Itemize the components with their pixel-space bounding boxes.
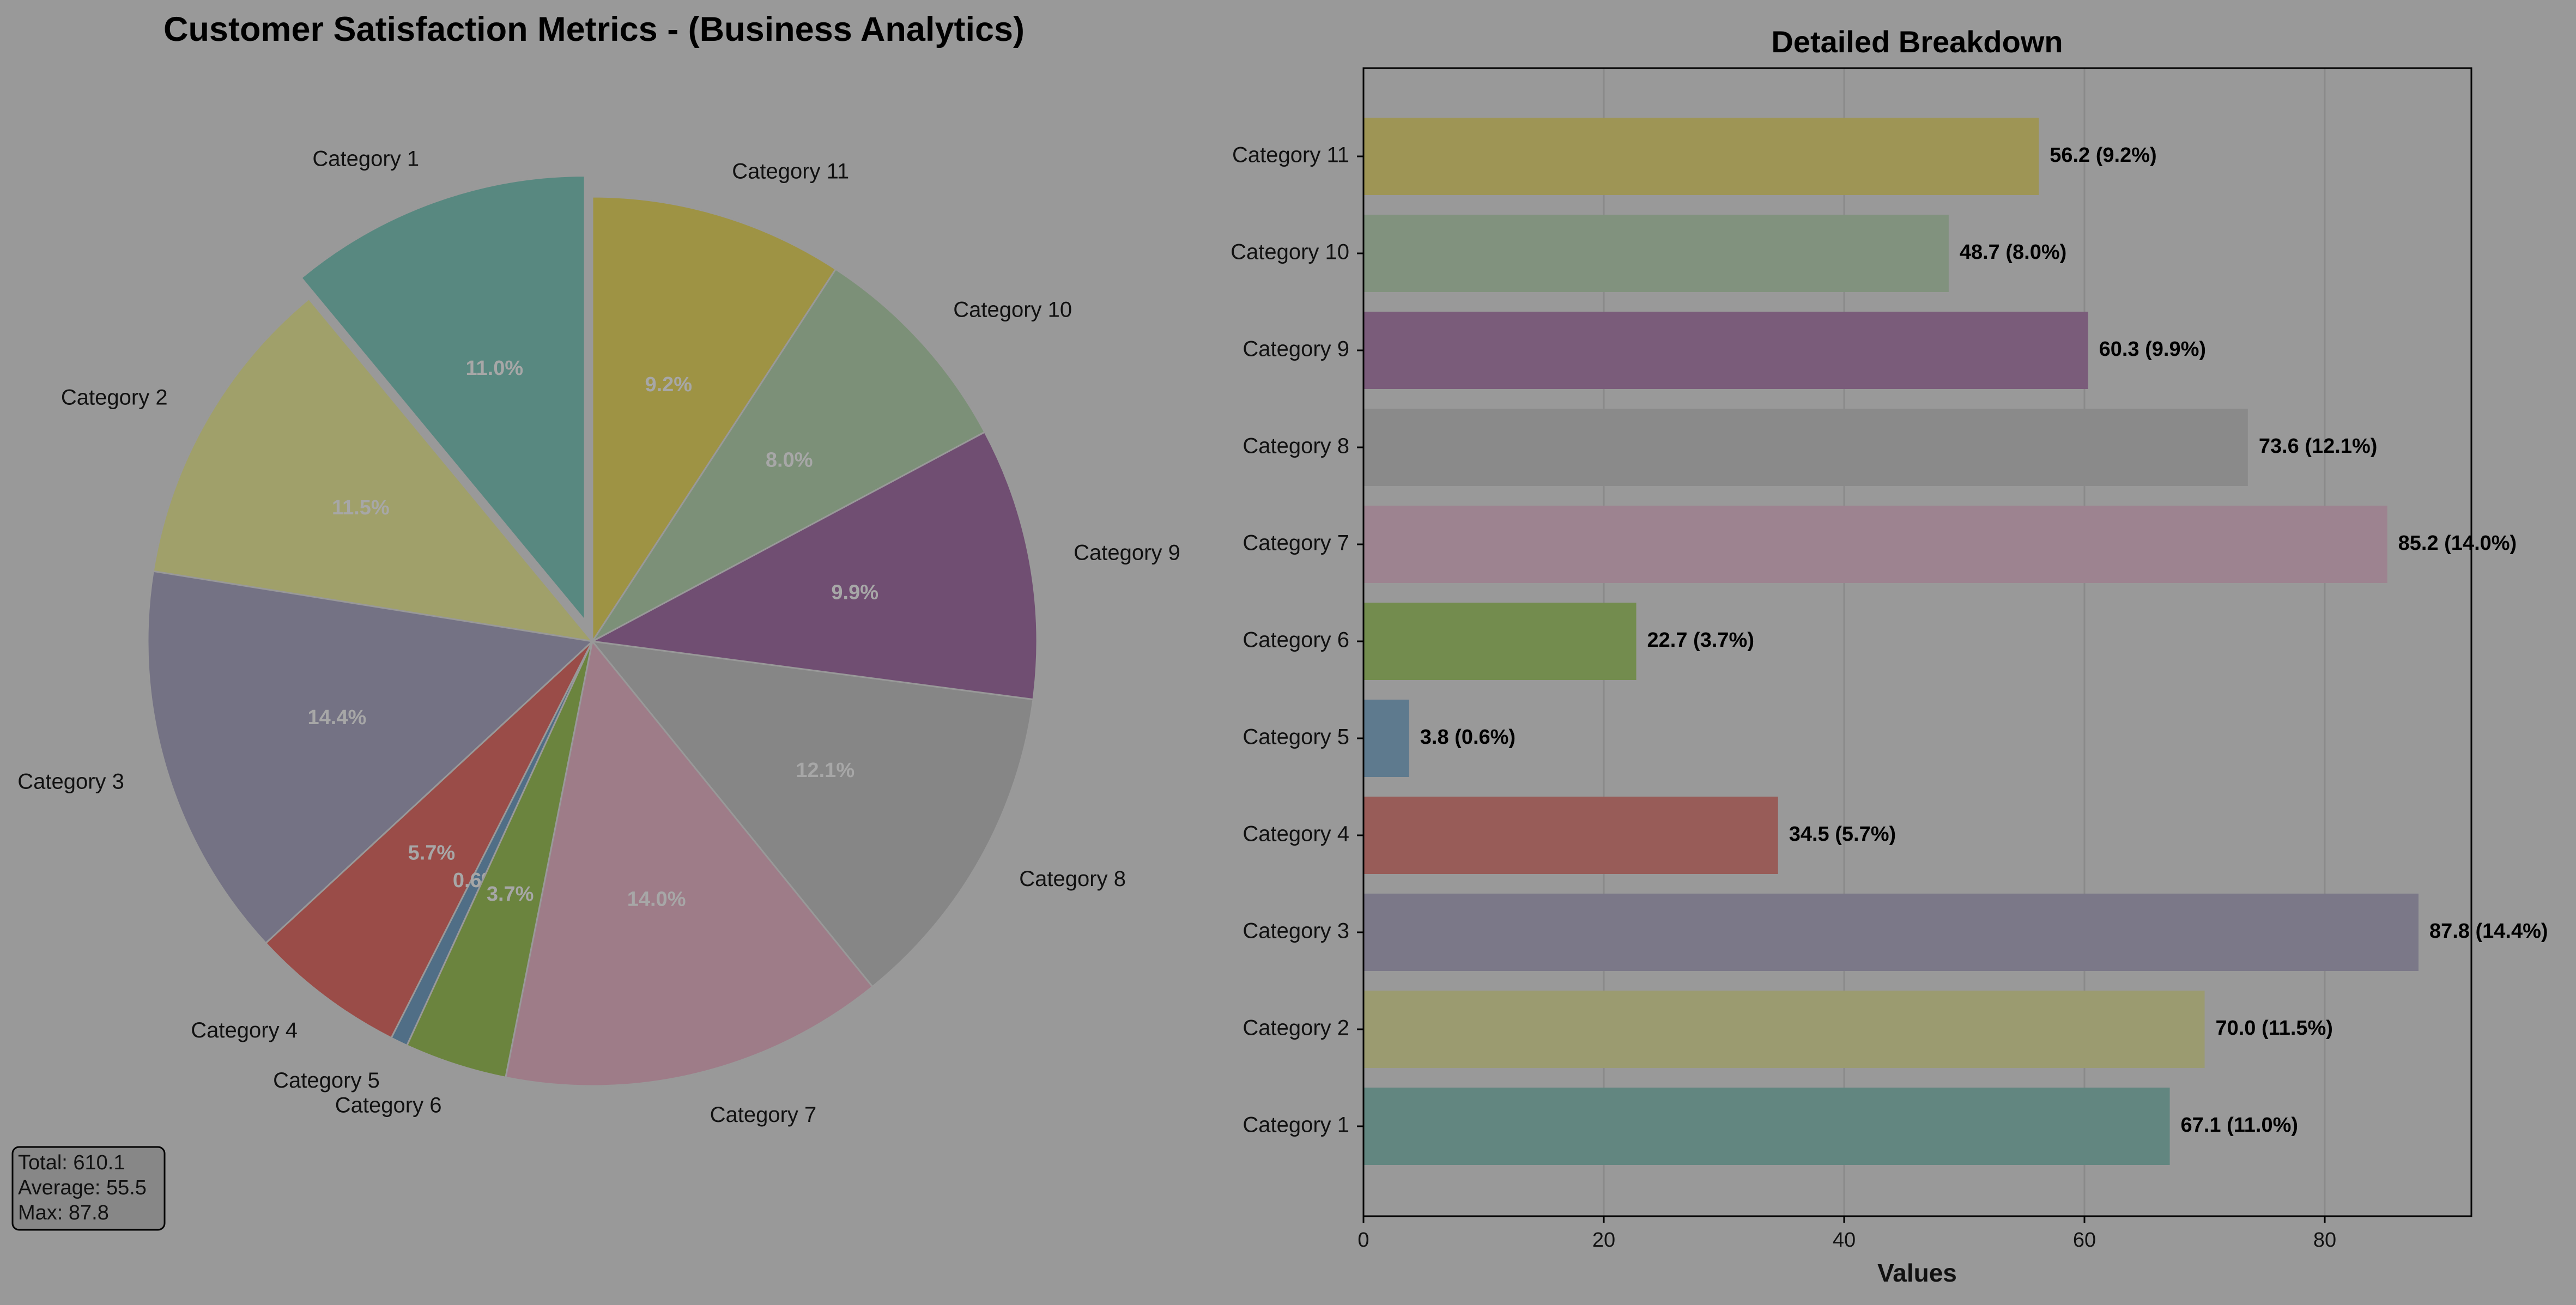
y-tick-label-category-6: Category 6 [1242,628,1349,652]
bar-category-10 [1363,215,1949,292]
pie-slice-category-7 [505,639,874,1087]
bar-value-label-category-1: 67.1 (11.0%) [2181,1114,2298,1137]
pie-label-category-7: Category 7 [710,1103,817,1127]
pie-label-category-1: Category 1 [312,147,419,171]
bar-axis: 0 20 40 60 80 Category 1 Category 2 Category 3 C… [1231,143,2336,1252]
pie-percent-category-3: 14.4% [308,706,367,729]
pie-label-category-2: Category 2 [61,385,168,409]
bar-value-label-category-2: 70.0 (11.5%) [2215,1017,2332,1040]
stats-average: Average: 55.5 [18,1176,147,1199]
pie-label-category-5: Category 5 [273,1069,380,1092]
bar-value-label-category-5: 3.8 (0.6%) [1420,726,1516,749]
bar-category-1 [1363,1088,2170,1165]
x-axis-title: Values [1877,1259,1957,1287]
pie-percent-category-2: 11.5% [332,496,390,519]
bar-value-label-category-9: 60.3 (9.9%) [2099,338,2206,361]
x-tick-label-20: 20 [1592,1229,1615,1252]
pie-chart: Category 1 11.0% Category 2 11.5% Category 3… [17,147,1180,1127]
pie-percent-category-6: 3.7% [487,883,534,906]
bar-category-9 [1363,312,2088,389]
pie-percent-category-8: 12.1% [796,759,854,782]
bar-value-label-category-3: 87.8 (14.4%) [2429,920,2548,943]
pie-percent-category-11: 9.2% [645,373,692,396]
y-tick-label-category-9: Category 9 [1242,337,1349,361]
x-tick-label-40: 40 [1833,1229,1856,1252]
pie-percent-category-4: 5.7% [408,842,456,865]
bar-category-8 [1363,409,2248,486]
bar-value-label-category-10: 48.7 (8.0%) [1960,241,2066,264]
pie-label-category-6: Category 6 [335,1094,442,1118]
pie-slice-category-8 [590,640,1034,988]
pie-slice-category-10 [591,268,986,642]
y-tick-label-category-2: Category 2 [1242,1016,1349,1040]
y-tick-label-category-7: Category 7 [1242,531,1349,555]
bar-category-7 [1363,506,2387,583]
bar-value-label-category-4: 34.5 (5.7%) [1789,823,1896,846]
pie-label-category-10: Category 10 [953,298,1072,322]
bar-value-label-category-6: 22.7 (3.7%) [1647,629,1754,652]
pie-percent-category-1: 11.0% [465,357,523,380]
pie-label-category-8: Category 8 [1019,867,1126,891]
pie-chart-title: Customer Satisfaction Metrics - (Busines… [163,10,1025,48]
pie-label-category-11: Category 11 [732,159,849,183]
pie-label-category-4: Category 4 [191,1018,298,1042]
y-tick-label-category-10: Category 10 [1231,240,1349,264]
pie-slice-category-9 [590,430,1038,701]
bar-chart-title: Detailed Breakdown [1771,25,2063,59]
pie-slice-category-4 [264,640,593,1039]
x-tick-label-80: 80 [2313,1229,2336,1252]
y-tick-label-category-8: Category 8 [1242,434,1349,458]
pie-label-category-3: Category 3 [17,770,124,794]
bar-category-2 [1363,991,2205,1068]
x-tick-label-0: 0 [1357,1229,1369,1252]
pie-slice-category-2 [152,298,595,643]
pie-percent-category-9: 9.9% [831,581,878,604]
stats-box-background [11,1146,166,1231]
bar-category-11 [1363,118,2039,195]
bar-category-3 [1363,894,2419,971]
pie-label-category-9: Category 9 [1074,541,1180,565]
y-tick-label-category-5: Category 5 [1242,725,1349,749]
bar-category-6 [1363,603,1636,680]
stats-max: Max: 87.8 [18,1201,109,1224]
bar-category-4 [1363,797,1778,874]
x-tick-label-60: 60 [2073,1229,2096,1252]
bar-value-label-category-11: 56.2 (9.2%) [2050,144,2156,167]
pie-slice-category-11 [591,196,837,645]
y-tick-label-category-3: Category 3 [1242,919,1349,943]
y-tick-label-category-1: Category 1 [1242,1113,1349,1137]
y-tick-label-category-11: Category 11 [1232,143,1349,167]
y-tick-label-category-4: Category 4 [1242,822,1349,846]
pie-slice-category-3 [147,570,595,945]
pie-slice-category-1 [300,175,586,623]
stats-total: Total: 610.1 [18,1151,125,1174]
pie-slice-category-6 [405,641,593,1079]
pie-percent-category-10: 8.0% [766,449,813,472]
bar-chart: 67.1 (11.0%) 70.0 (11.5%) 87.8 (14.4%) 34.5… [1363,118,2548,1165]
bar-category-5 [1363,700,1409,777]
bar-value-label-category-7: 85.2 (14.0%) [2398,532,2517,555]
bar-value-label-category-8: 73.6 (12.1%) [2259,435,2378,458]
pie-percent-category-7: 14.0% [627,888,686,911]
stats-box: Total: 610.1 Average: 55.5 Max: 87.8 [11,1146,166,1231]
